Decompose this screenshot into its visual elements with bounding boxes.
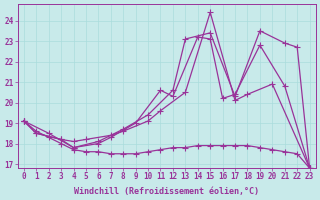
X-axis label: Windchill (Refroidissement éolien,°C): Windchill (Refroidissement éolien,°C) xyxy=(74,187,259,196)
